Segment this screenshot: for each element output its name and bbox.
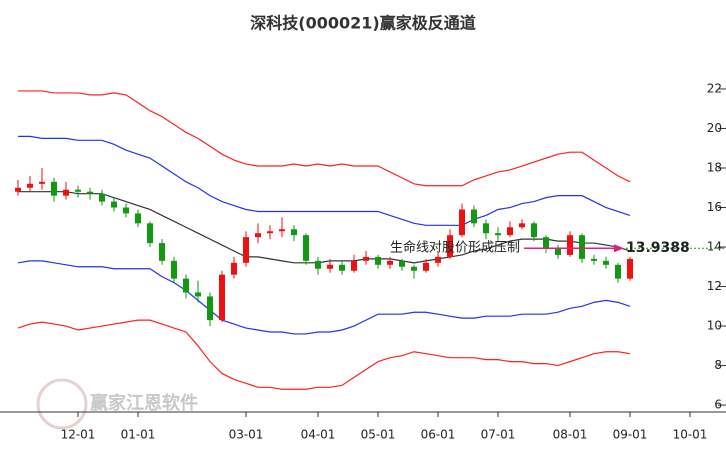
candle-body bbox=[555, 249, 561, 255]
channel-line bbox=[17, 260, 631, 335]
candle-body bbox=[255, 233, 261, 238]
watermark-logo bbox=[36, 378, 88, 430]
y-tick-label: 14 bbox=[707, 240, 722, 254]
x-tick-label: 05-01 bbox=[361, 428, 396, 442]
candle-body bbox=[87, 191, 93, 194]
candle-body bbox=[435, 256, 441, 263]
candle-body bbox=[267, 231, 273, 234]
y-tick-label: 16 bbox=[707, 200, 722, 214]
x-tick-label: 06-01 bbox=[421, 428, 456, 442]
y-tick-label: 6 bbox=[714, 398, 722, 412]
candle-body bbox=[495, 233, 501, 236]
candle-body bbox=[315, 260, 321, 269]
candle-body bbox=[147, 223, 153, 244]
candle-body bbox=[387, 260, 393, 265]
candle-body bbox=[579, 235, 585, 259]
candle-body bbox=[591, 258, 597, 261]
candle-body bbox=[567, 235, 573, 255]
level-label: 13.9388 bbox=[626, 240, 690, 256]
chart-title: 深科技(000021)赢家极反通道 bbox=[250, 14, 475, 33]
annotation-text: 生命线对股价形成压制 bbox=[390, 240, 520, 256]
y-tick-label: 20 bbox=[707, 121, 722, 135]
y-tick-label: 18 bbox=[707, 160, 722, 174]
candle-body bbox=[483, 223, 489, 234]
x-tick-label: 07-01 bbox=[481, 428, 516, 442]
y-tick-label: 8 bbox=[714, 358, 722, 372]
candle-body bbox=[183, 278, 189, 293]
x-tick-label: 12-01 bbox=[61, 428, 96, 442]
candle-body bbox=[351, 260, 357, 271]
candle-body bbox=[447, 235, 453, 257]
x-tick-label: 03-01 bbox=[229, 428, 264, 442]
candle-body bbox=[135, 213, 141, 224]
candle-body bbox=[399, 260, 405, 267]
candle-body bbox=[375, 256, 381, 265]
candle-body bbox=[75, 189, 81, 192]
candle-body bbox=[627, 258, 633, 279]
candle-body bbox=[531, 223, 537, 238]
x-tick-label: 01-01 bbox=[121, 428, 156, 442]
candle-body bbox=[615, 264, 621, 279]
candle-body bbox=[411, 266, 417, 271]
watermark: 赢家江恩软件 bbox=[90, 392, 198, 414]
candle-body bbox=[219, 274, 225, 321]
candle-body bbox=[27, 183, 33, 188]
arrow-head bbox=[614, 244, 624, 253]
candle-body bbox=[231, 262, 237, 275]
x-tick-label: 04-01 bbox=[301, 428, 336, 442]
candle-body bbox=[423, 262, 429, 271]
candle-body bbox=[303, 235, 309, 261]
candle-body bbox=[327, 264, 333, 269]
y-tick-label: 12 bbox=[707, 279, 722, 293]
candle-body bbox=[243, 237, 249, 263]
candle-body bbox=[603, 260, 609, 265]
candle-body bbox=[207, 296, 213, 321]
y-tick-label: 22 bbox=[707, 81, 722, 95]
candle-body bbox=[543, 237, 549, 250]
x-tick-label: 10-01 bbox=[673, 428, 708, 442]
candle-body bbox=[291, 229, 297, 236]
candle-body bbox=[519, 223, 525, 228]
candle-body bbox=[471, 209, 477, 224]
candle-body bbox=[459, 209, 465, 236]
candle-body bbox=[51, 181, 57, 196]
candle-body bbox=[123, 207, 129, 214]
candle-body bbox=[15, 187, 21, 192]
channel-line bbox=[18, 135, 631, 226]
candle-body bbox=[159, 243, 165, 261]
x-tick-label: 09-01 bbox=[613, 428, 648, 442]
candle-body bbox=[63, 189, 69, 196]
candle-body bbox=[195, 292, 201, 297]
candle-body bbox=[507, 227, 513, 236]
channel-line bbox=[18, 191, 631, 264]
candle-body bbox=[111, 201, 117, 208]
candle-body bbox=[279, 229, 285, 232]
candle-body bbox=[339, 264, 345, 271]
candle-body bbox=[363, 256, 369, 261]
candle-body bbox=[39, 181, 45, 184]
y-tick-label: 10 bbox=[707, 319, 722, 333]
channel-line bbox=[17, 319, 631, 390]
candle-body bbox=[99, 193, 105, 202]
candle-body bbox=[171, 260, 177, 279]
x-tick-label: 08-01 bbox=[553, 428, 588, 442]
channel-line bbox=[18, 90, 631, 187]
